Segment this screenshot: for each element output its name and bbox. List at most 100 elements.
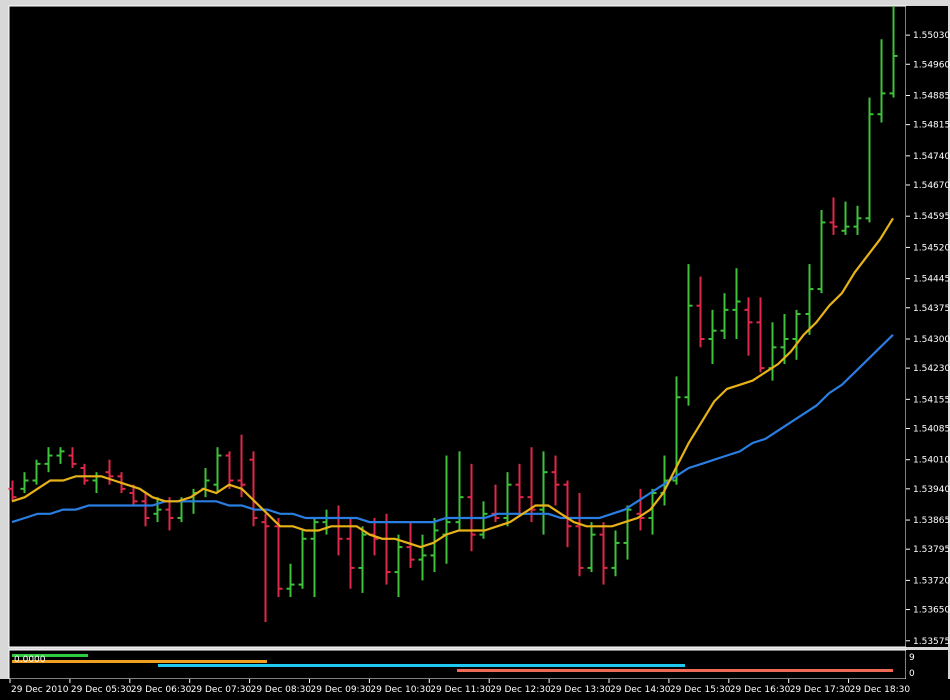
indicator-bar-green [12, 654, 88, 657]
indicator-axis-label-bottom: 0 [909, 669, 915, 679]
ohlc-bar [479, 501, 488, 539]
x-tick-label: 29 Dec 08:30 [251, 685, 312, 695]
price-axis: 1.55030 1.54960 1.54885 1.54815 1.54740 1.546… [906, 31, 950, 647]
y-tick-label: 1.55030 [913, 31, 950, 41]
ohlc-bar [358, 526, 367, 593]
x-tick-label: 29 Dec 15:30 [670, 685, 731, 695]
y-tick-label: 1.54155 [913, 395, 950, 405]
y-tick-label: 1.54960 [913, 60, 950, 70]
ohlc-bar [430, 517, 439, 573]
x-tick-label: 29 Dec 16:30 [730, 685, 791, 695]
x-tick-label: 29 Dec 11:30 [430, 685, 491, 695]
x-tick-label: 29 Dec 14:30 [610, 685, 671, 695]
ohlc-bar [165, 497, 174, 531]
ohlc-bar [237, 434, 246, 498]
y-tick-label: 1.53795 [913, 545, 950, 555]
x-tick-label: 29 Dec 10:30 [370, 685, 431, 695]
price-axis-area [906, 6, 948, 647]
moving-average-slow [11, 334, 894, 524]
ohlc-bar [418, 534, 427, 581]
ohlc-bar [105, 459, 114, 485]
indicator-bar-salmon [457, 669, 893, 672]
y-tick-label: 1.54885 [913, 91, 950, 101]
y-tick-label: 1.54670 [913, 181, 950, 191]
y-tick-label: 1.54085 [913, 424, 950, 434]
y-tick-label: 1.54740 [913, 152, 950, 162]
ohlc-bar [587, 522, 596, 573]
ohlc-bar [575, 492, 584, 577]
ohlc-bar [213, 447, 222, 493]
ohlc-bar [732, 268, 741, 339]
ohlc-bar [756, 297, 765, 373]
y-tick-label: 1.54300 [913, 335, 950, 345]
moving-average-fast [11, 217, 894, 549]
ohlc-bar [80, 463, 89, 485]
indicator-pane: 0.0000 9 0 [12, 653, 915, 679]
y-tick-label: 1.53720 [913, 576, 950, 586]
ohlc-bar [684, 264, 693, 406]
ohlc-bar [648, 488, 657, 535]
ohlc-bar [129, 484, 138, 506]
time-axis-area [0, 679, 950, 700]
x-tick-label: 29 Dec 07:30 [191, 685, 252, 695]
ohlc-bar [636, 488, 645, 531]
y-tick-label: 1.53940 [913, 485, 950, 495]
x-tick-label: 29 Dec 17:30 [790, 685, 851, 695]
ohlc-bar [744, 297, 753, 356]
ohlc-bar [841, 201, 850, 235]
x-tick-label: 29 Dec 12:30 [490, 685, 551, 695]
ohlc-bar [539, 451, 548, 535]
ohlc-bar [32, 459, 41, 485]
ohlc-bar [286, 563, 295, 598]
ohlc-bar [829, 197, 838, 235]
ohlc-bar [503, 472, 512, 527]
ohlc-bar [261, 513, 270, 623]
ohlc-bar [141, 492, 150, 527]
indicator-bar-cyan [158, 664, 685, 667]
ohlc-bar [780, 314, 789, 364]
time-axis: 29 Dec 2010 29 Dec 05:30 29 Dec 06:30 29 De… [9, 679, 911, 695]
x-tick-label: 29 Dec 2010 [11, 685, 69, 695]
ohlc-bar [153, 497, 162, 523]
ohlc-bar [274, 517, 283, 598]
ohlc-bar [394, 534, 403, 598]
ohlc-bar [551, 455, 560, 506]
ohlc-bar [865, 97, 874, 223]
main-plot-background [8, 5, 907, 648]
ohlc-bar [249, 451, 258, 527]
x-tick-label: 29 Dec 13:30 [550, 685, 611, 695]
y-tick-label: 1.53865 [913, 516, 950, 526]
ohlc-bar [406, 522, 415, 568]
ohlc-bar [708, 309, 717, 364]
x-tick-label: 29 Dec 09:30 [311, 685, 372, 695]
ohlc-bar [877, 39, 886, 123]
ohlc-bar [56, 447, 65, 464]
y-tick-label: 1.53575 [913, 637, 950, 647]
ohlc-bar [805, 264, 814, 335]
ohlc-bar [515, 463, 524, 514]
y-tick-label: 1.54520 [913, 243, 950, 253]
ohlc-bar [720, 293, 729, 339]
ohlc-bar [792, 309, 801, 360]
indicator-axis-area [906, 650, 948, 679]
y-tick-label: 1.54595 [913, 212, 950, 222]
ohlc-bar [889, 6, 898, 98]
ohlc-bar [298, 530, 307, 589]
ohlc-bar [563, 480, 572, 548]
y-tick-label: 1.53650 [913, 606, 950, 616]
ohlc-bar [68, 447, 77, 469]
ohlc-bar [623, 505, 632, 560]
y-tick-label: 1.54010 [913, 456, 950, 466]
ohlc-bar [225, 451, 234, 489]
ohlc-bar [8, 480, 17, 502]
ohlc-bar [346, 517, 355, 589]
x-tick-label: 29 Dec 18:30 [850, 685, 911, 695]
ohlc-bar [853, 205, 862, 235]
y-tick-label: 1.54375 [913, 304, 950, 314]
ohlc-bar [527, 447, 536, 523]
indicator-value-label: 0.0000 [14, 655, 46, 665]
y-tick-label: 1.54230 [913, 364, 950, 374]
y-tick-label: 1.54445 [913, 275, 950, 285]
